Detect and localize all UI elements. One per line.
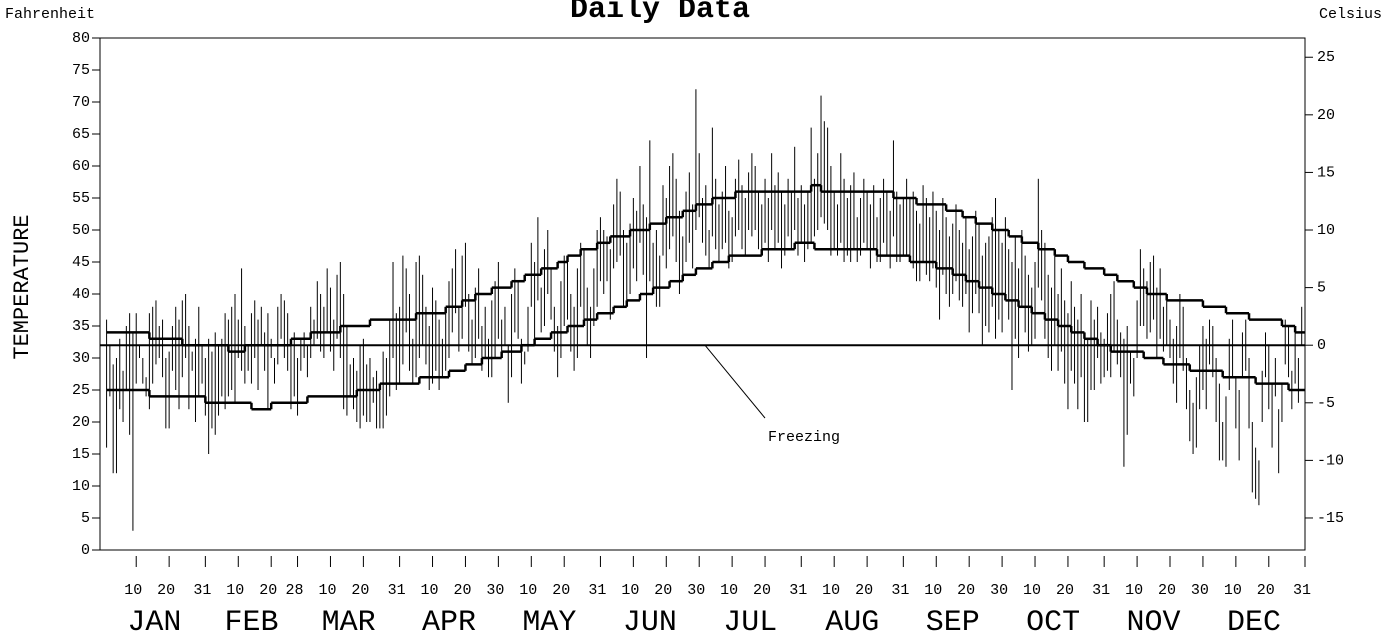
month-label: AUG bbox=[825, 606, 879, 638]
x-tick-label: 20 bbox=[1257, 582, 1275, 599]
annotation-leader bbox=[704, 344, 766, 419]
annotation: Freezing bbox=[768, 429, 840, 446]
month-label: FEB bbox=[224, 606, 278, 638]
month-label: SEP bbox=[926, 606, 980, 638]
y-tick-label: 30 bbox=[72, 350, 90, 367]
y-tick-label: 50 bbox=[72, 222, 90, 239]
y-tick-label: 20 bbox=[72, 414, 90, 431]
x-tick-label: 31 bbox=[588, 582, 606, 599]
x-tick-label: 31 bbox=[789, 582, 807, 599]
x-tick-label: 20 bbox=[1056, 582, 1074, 599]
month-label: JUL bbox=[723, 606, 777, 638]
x-tick-label: 20 bbox=[855, 582, 873, 599]
x-tick-label: 10 bbox=[318, 582, 336, 599]
y-tick-label: 35 bbox=[72, 318, 90, 335]
month-label: JUN bbox=[623, 606, 677, 638]
y2-tick-label: 5 bbox=[1317, 280, 1326, 297]
x-tick-label: 20 bbox=[552, 582, 570, 599]
x-tick-label: 20 bbox=[1158, 582, 1176, 599]
x-tick-label: 28 bbox=[286, 582, 304, 599]
y-tick-label: 15 bbox=[72, 446, 90, 463]
y-unit-label: Fahrenheit bbox=[5, 6, 95, 23]
x-tick-label: 20 bbox=[259, 582, 277, 599]
y2-tick-label: 20 bbox=[1317, 107, 1335, 124]
x-tick-label: 10 bbox=[822, 582, 840, 599]
y-tick-label: 10 bbox=[72, 478, 90, 495]
y2-tick-label: 15 bbox=[1317, 164, 1335, 181]
chart-title: Daily Data bbox=[570, 0, 750, 27]
x-tick-label: 31 bbox=[891, 582, 909, 599]
month-label: JAN bbox=[127, 606, 181, 638]
month-label: OCT bbox=[1026, 606, 1080, 638]
y2-unit-label: Celsius bbox=[1319, 6, 1382, 23]
x-tick-label: 10 bbox=[1125, 582, 1143, 599]
x-tick-label: 31 bbox=[388, 582, 406, 599]
x-tick-label: 30 bbox=[1191, 582, 1209, 599]
y-axis-label: TEMPERATURE bbox=[10, 214, 35, 359]
y-tick-label: 65 bbox=[72, 126, 90, 143]
y2-tick-label: -5 bbox=[1317, 395, 1335, 412]
x-tick-label: 10 bbox=[226, 582, 244, 599]
x-tick-label: 20 bbox=[654, 582, 672, 599]
y-tick-label: 0 bbox=[81, 542, 90, 559]
y-tick-label: 40 bbox=[72, 286, 90, 303]
y2-tick-label: 10 bbox=[1317, 222, 1335, 239]
y-tick-label: 25 bbox=[72, 382, 90, 399]
month-label: MAR bbox=[322, 606, 376, 638]
x-tick-label: 31 bbox=[193, 582, 211, 599]
x-tick-label: 10 bbox=[720, 582, 738, 599]
x-tick-label: 10 bbox=[924, 582, 942, 599]
y-tick-label: 70 bbox=[72, 94, 90, 111]
month-label: APR bbox=[422, 606, 476, 638]
x-tick-label: 10 bbox=[421, 582, 439, 599]
x-tick-label: 20 bbox=[157, 582, 175, 599]
month-label: DEC bbox=[1227, 606, 1281, 638]
y-tick-label: 75 bbox=[72, 62, 90, 79]
x-tick-label: 10 bbox=[519, 582, 537, 599]
y2-tick-label: -15 bbox=[1317, 510, 1344, 527]
y-tick-label: 45 bbox=[72, 254, 90, 271]
x-tick-label: 10 bbox=[1023, 582, 1041, 599]
x-tick-label: 30 bbox=[990, 582, 1008, 599]
y2-tick-label: 25 bbox=[1317, 49, 1335, 66]
month-label: NOV bbox=[1127, 606, 1181, 638]
x-tick-label: 10 bbox=[621, 582, 639, 599]
y-tick-label: 60 bbox=[72, 158, 90, 175]
x-tick-label: 20 bbox=[453, 582, 471, 599]
x-tick-label: 20 bbox=[753, 582, 771, 599]
x-tick-label: 20 bbox=[957, 582, 975, 599]
y-tick-label: 80 bbox=[72, 30, 90, 47]
x-tick-label: 10 bbox=[124, 582, 142, 599]
y-tick-label: 55 bbox=[72, 190, 90, 207]
y-tick-label: 5 bbox=[81, 510, 90, 527]
y2-tick-label: 0 bbox=[1317, 337, 1326, 354]
x-tick-label: 31 bbox=[1293, 582, 1311, 599]
x-tick-label: 30 bbox=[687, 582, 705, 599]
x-tick-label: 10 bbox=[1224, 582, 1242, 599]
x-tick-label: 20 bbox=[351, 582, 369, 599]
x-tick-label: 31 bbox=[1092, 582, 1110, 599]
x-tick-label: 30 bbox=[486, 582, 504, 599]
month-label: MAY bbox=[522, 606, 576, 638]
y2-tick-label: -10 bbox=[1317, 452, 1344, 469]
